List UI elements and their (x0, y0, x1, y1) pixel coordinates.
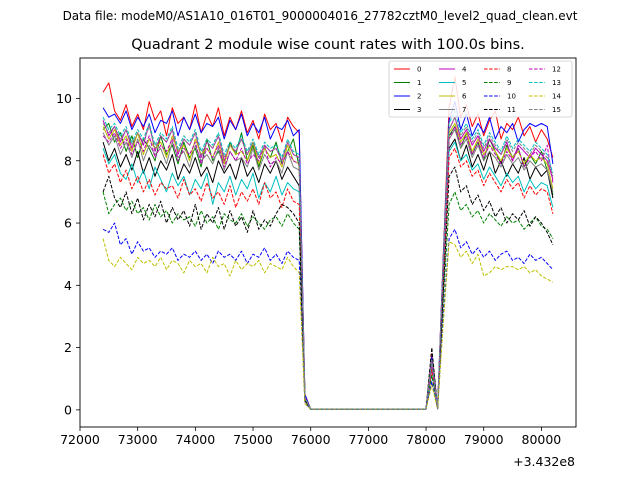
legend-label-9: 9 (507, 79, 511, 87)
legend-label-4: 4 (462, 66, 467, 74)
series-line-10 (102, 222, 554, 410)
x-tick-label: 80000 (522, 432, 562, 447)
x-axis: 72000 73000 74000 75000 76000 77000 78000 79000… (60, 427, 561, 447)
x-tick-label: 75000 (233, 432, 273, 447)
legend-label-13: 13 (552, 79, 561, 87)
y-tick-label: 2 (64, 340, 72, 355)
series-line-7 (102, 129, 554, 410)
legend-label-7: 7 (462, 106, 466, 114)
x-tick-label: 78000 (406, 432, 446, 447)
legend-label-10: 10 (507, 93, 516, 101)
series-line-15 (102, 116, 554, 410)
series-line-0 (102, 76, 554, 410)
legend-label-8: 8 (507, 66, 511, 74)
x-tick-label: 79000 (464, 432, 504, 447)
plot-area (79, 57, 577, 428)
legend-box (388, 60, 573, 118)
series-line-1 (102, 122, 554, 410)
x-tick-label: 74000 (175, 432, 215, 447)
y-tick-label: 10 (56, 91, 72, 106)
legend-label-11: 11 (507, 106, 516, 114)
y-tick-label: 4 (64, 278, 72, 293)
x-axis-offset-label: +3.432e8 (513, 454, 575, 469)
legend-label-3: 3 (417, 106, 421, 114)
x-tick-label: 72000 (60, 432, 100, 447)
y-tick-label: 8 (64, 153, 72, 168)
x-tick-label: 73000 (118, 432, 158, 447)
legend-label-5: 5 (462, 79, 466, 87)
series-line-12 (102, 126, 554, 410)
legend-label-6: 6 (462, 93, 467, 101)
legend-label-14: 14 (552, 93, 561, 101)
legend-label-12: 12 (552, 66, 561, 74)
legend-label-15: 15 (552, 106, 561, 114)
chart-title: Quadrant 2 module wise count rates with … (131, 37, 525, 53)
legend-label-2: 2 (417, 93, 421, 101)
x-tick-label: 77000 (348, 432, 388, 447)
axes-frame (79, 57, 577, 428)
series-line-14 (102, 238, 554, 410)
y-axis: 0 2 4 6 8 10 (56, 91, 80, 417)
series-line-6 (102, 122, 554, 410)
series-line-8 (102, 147, 554, 410)
legend-label-1: 1 (417, 79, 421, 87)
series-line-11 (102, 166, 554, 410)
legend-label-0: 0 (417, 66, 421, 74)
y-tick-label: 0 (64, 402, 72, 417)
y-tick-label: 6 (64, 216, 72, 231)
x-tick-label: 76000 (291, 432, 331, 447)
chart-suptitle: Data file: modeM0/AS1A10_016T01_90000040… (63, 9, 578, 23)
series-line-9 (102, 191, 554, 410)
series-layer (102, 76, 554, 410)
